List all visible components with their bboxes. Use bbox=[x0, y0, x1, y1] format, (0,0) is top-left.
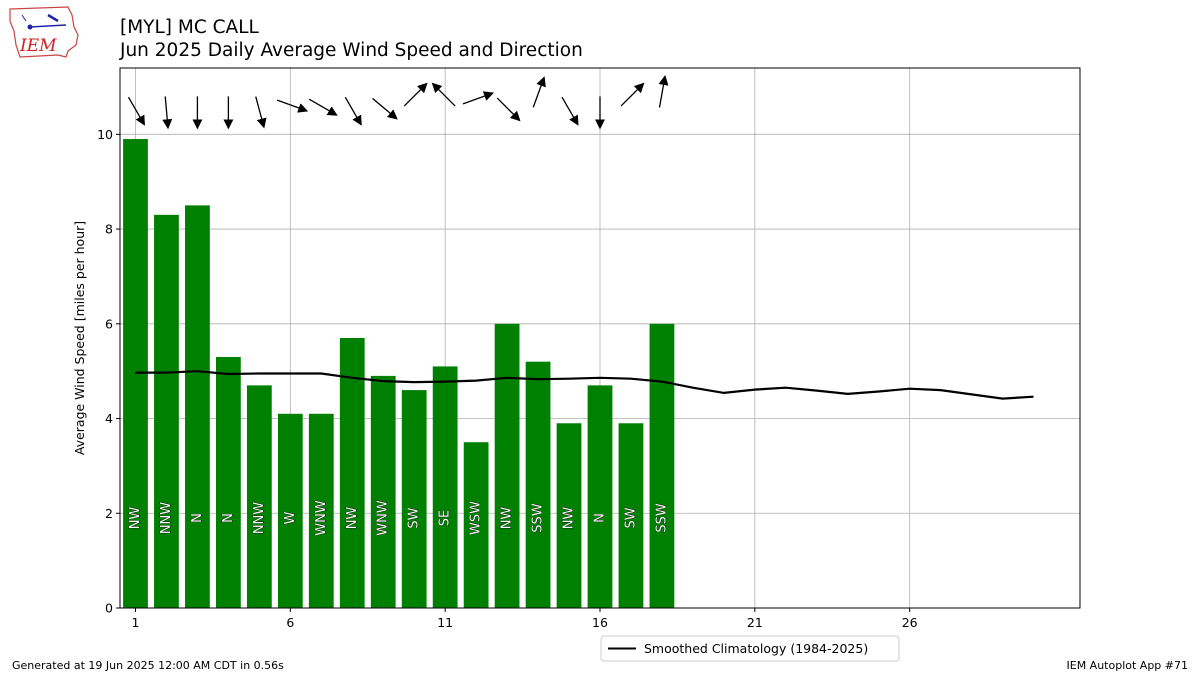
iem-logo: IEM bbox=[9, 6, 79, 58]
bar-direction-label: N bbox=[221, 513, 236, 523]
climatology-series bbox=[135, 370, 1034, 400]
bar bbox=[339, 338, 365, 608]
bar bbox=[618, 423, 644, 608]
bar bbox=[277, 413, 303, 608]
wind-arrow bbox=[276, 99, 309, 113]
bar-direction-label: SSW bbox=[531, 503, 546, 533]
y-tick-label: 10 bbox=[97, 127, 113, 142]
x-tick-label: 16 bbox=[592, 615, 608, 630]
y-tick-label: 4 bbox=[105, 411, 113, 426]
y-tick-label: 6 bbox=[105, 316, 113, 331]
bar-direction-label: N bbox=[190, 513, 205, 523]
bar-direction-label: SW bbox=[407, 507, 422, 528]
x-tick-label: 11 bbox=[437, 615, 453, 630]
x-tick-label: 21 bbox=[747, 615, 763, 630]
bar bbox=[494, 323, 520, 608]
y-tick-label: 8 bbox=[105, 222, 113, 237]
bar bbox=[587, 385, 613, 608]
wind-arrow bbox=[344, 96, 362, 126]
bar bbox=[246, 385, 272, 608]
bar-direction-label: NW bbox=[500, 507, 515, 530]
bar-direction-label: SW bbox=[623, 507, 638, 528]
x-tick-label: 1 bbox=[132, 615, 140, 630]
bar-series bbox=[123, 139, 675, 609]
chart-title-main: Jun 2025 Daily Average Wind Speed and Di… bbox=[120, 40, 583, 61]
bar-direction-label: NNW bbox=[252, 502, 267, 534]
bar bbox=[216, 356, 241, 608]
wind-arrows bbox=[127, 75, 669, 130]
bar-direction-label: NW bbox=[562, 507, 577, 530]
bar-direction-label: WNW bbox=[376, 500, 391, 536]
wind-arrow bbox=[127, 96, 145, 126]
wind-arrow bbox=[496, 97, 521, 122]
x-tick-label: 6 bbox=[286, 615, 294, 630]
legend-entry-climatology: Smoothed Climatology (1984-2025) bbox=[644, 641, 868, 656]
bar-direction-label: N bbox=[593, 513, 608, 523]
bar bbox=[556, 423, 582, 608]
legend-box bbox=[600, 635, 900, 662]
wind-arrow bbox=[431, 82, 456, 107]
bar bbox=[370, 375, 396, 608]
bar-direction-label: SE bbox=[438, 510, 453, 526]
bar bbox=[649, 323, 675, 608]
bar bbox=[401, 390, 427, 608]
bar-direction-label: NW bbox=[345, 507, 360, 530]
bar bbox=[463, 442, 489, 608]
bar-direction-label: NNW bbox=[159, 502, 174, 534]
bar bbox=[185, 205, 210, 609]
wind-arrow bbox=[308, 98, 338, 116]
footer-app: IEM Autoplot App #71 bbox=[1066, 659, 1189, 672]
climatology-line bbox=[135, 370, 1034, 400]
bar-direction-label: W bbox=[283, 511, 298, 524]
bar bbox=[525, 361, 551, 608]
wind-arrow bbox=[162, 96, 173, 130]
wind-arrow bbox=[561, 96, 579, 126]
legend: Smoothed Climatology (1984-2025) bbox=[600, 635, 900, 662]
logo-text: IEM bbox=[19, 36, 57, 56]
wind-arrow bbox=[462, 91, 494, 105]
bar-direction-label: WSW bbox=[469, 501, 484, 535]
wind-arrow bbox=[620, 82, 645, 107]
wind-arrow bbox=[372, 97, 398, 120]
bar-direction-label: NW bbox=[128, 507, 143, 530]
x-tick-label: 26 bbox=[902, 615, 918, 630]
wind-arrow bbox=[403, 82, 428, 107]
wind-arrow bbox=[532, 76, 546, 108]
chart-title-station: [MYL] MC CALL bbox=[120, 17, 259, 38]
y-axis-label: Average Wind Speed [miles per hour] bbox=[72, 221, 87, 455]
wind-arrow bbox=[255, 96, 267, 129]
bar bbox=[308, 413, 334, 608]
bar-direction-label: SSW bbox=[654, 503, 669, 533]
direction-labels: NW NNW N N NNW W WNW NW WNW SW SE WSW NW SSW NW N SW SSW bbox=[128, 500, 670, 536]
bar-direction-label: WNW bbox=[314, 500, 329, 536]
bar bbox=[432, 366, 458, 608]
bar bbox=[154, 214, 179, 608]
wind-arrow bbox=[658, 75, 669, 108]
footer-generated: Generated at 19 Jun 2025 12:00 AM CDT in… bbox=[12, 659, 284, 672]
y-tick-label: 2 bbox=[105, 506, 113, 521]
y-tick-label: 0 bbox=[105, 601, 113, 616]
